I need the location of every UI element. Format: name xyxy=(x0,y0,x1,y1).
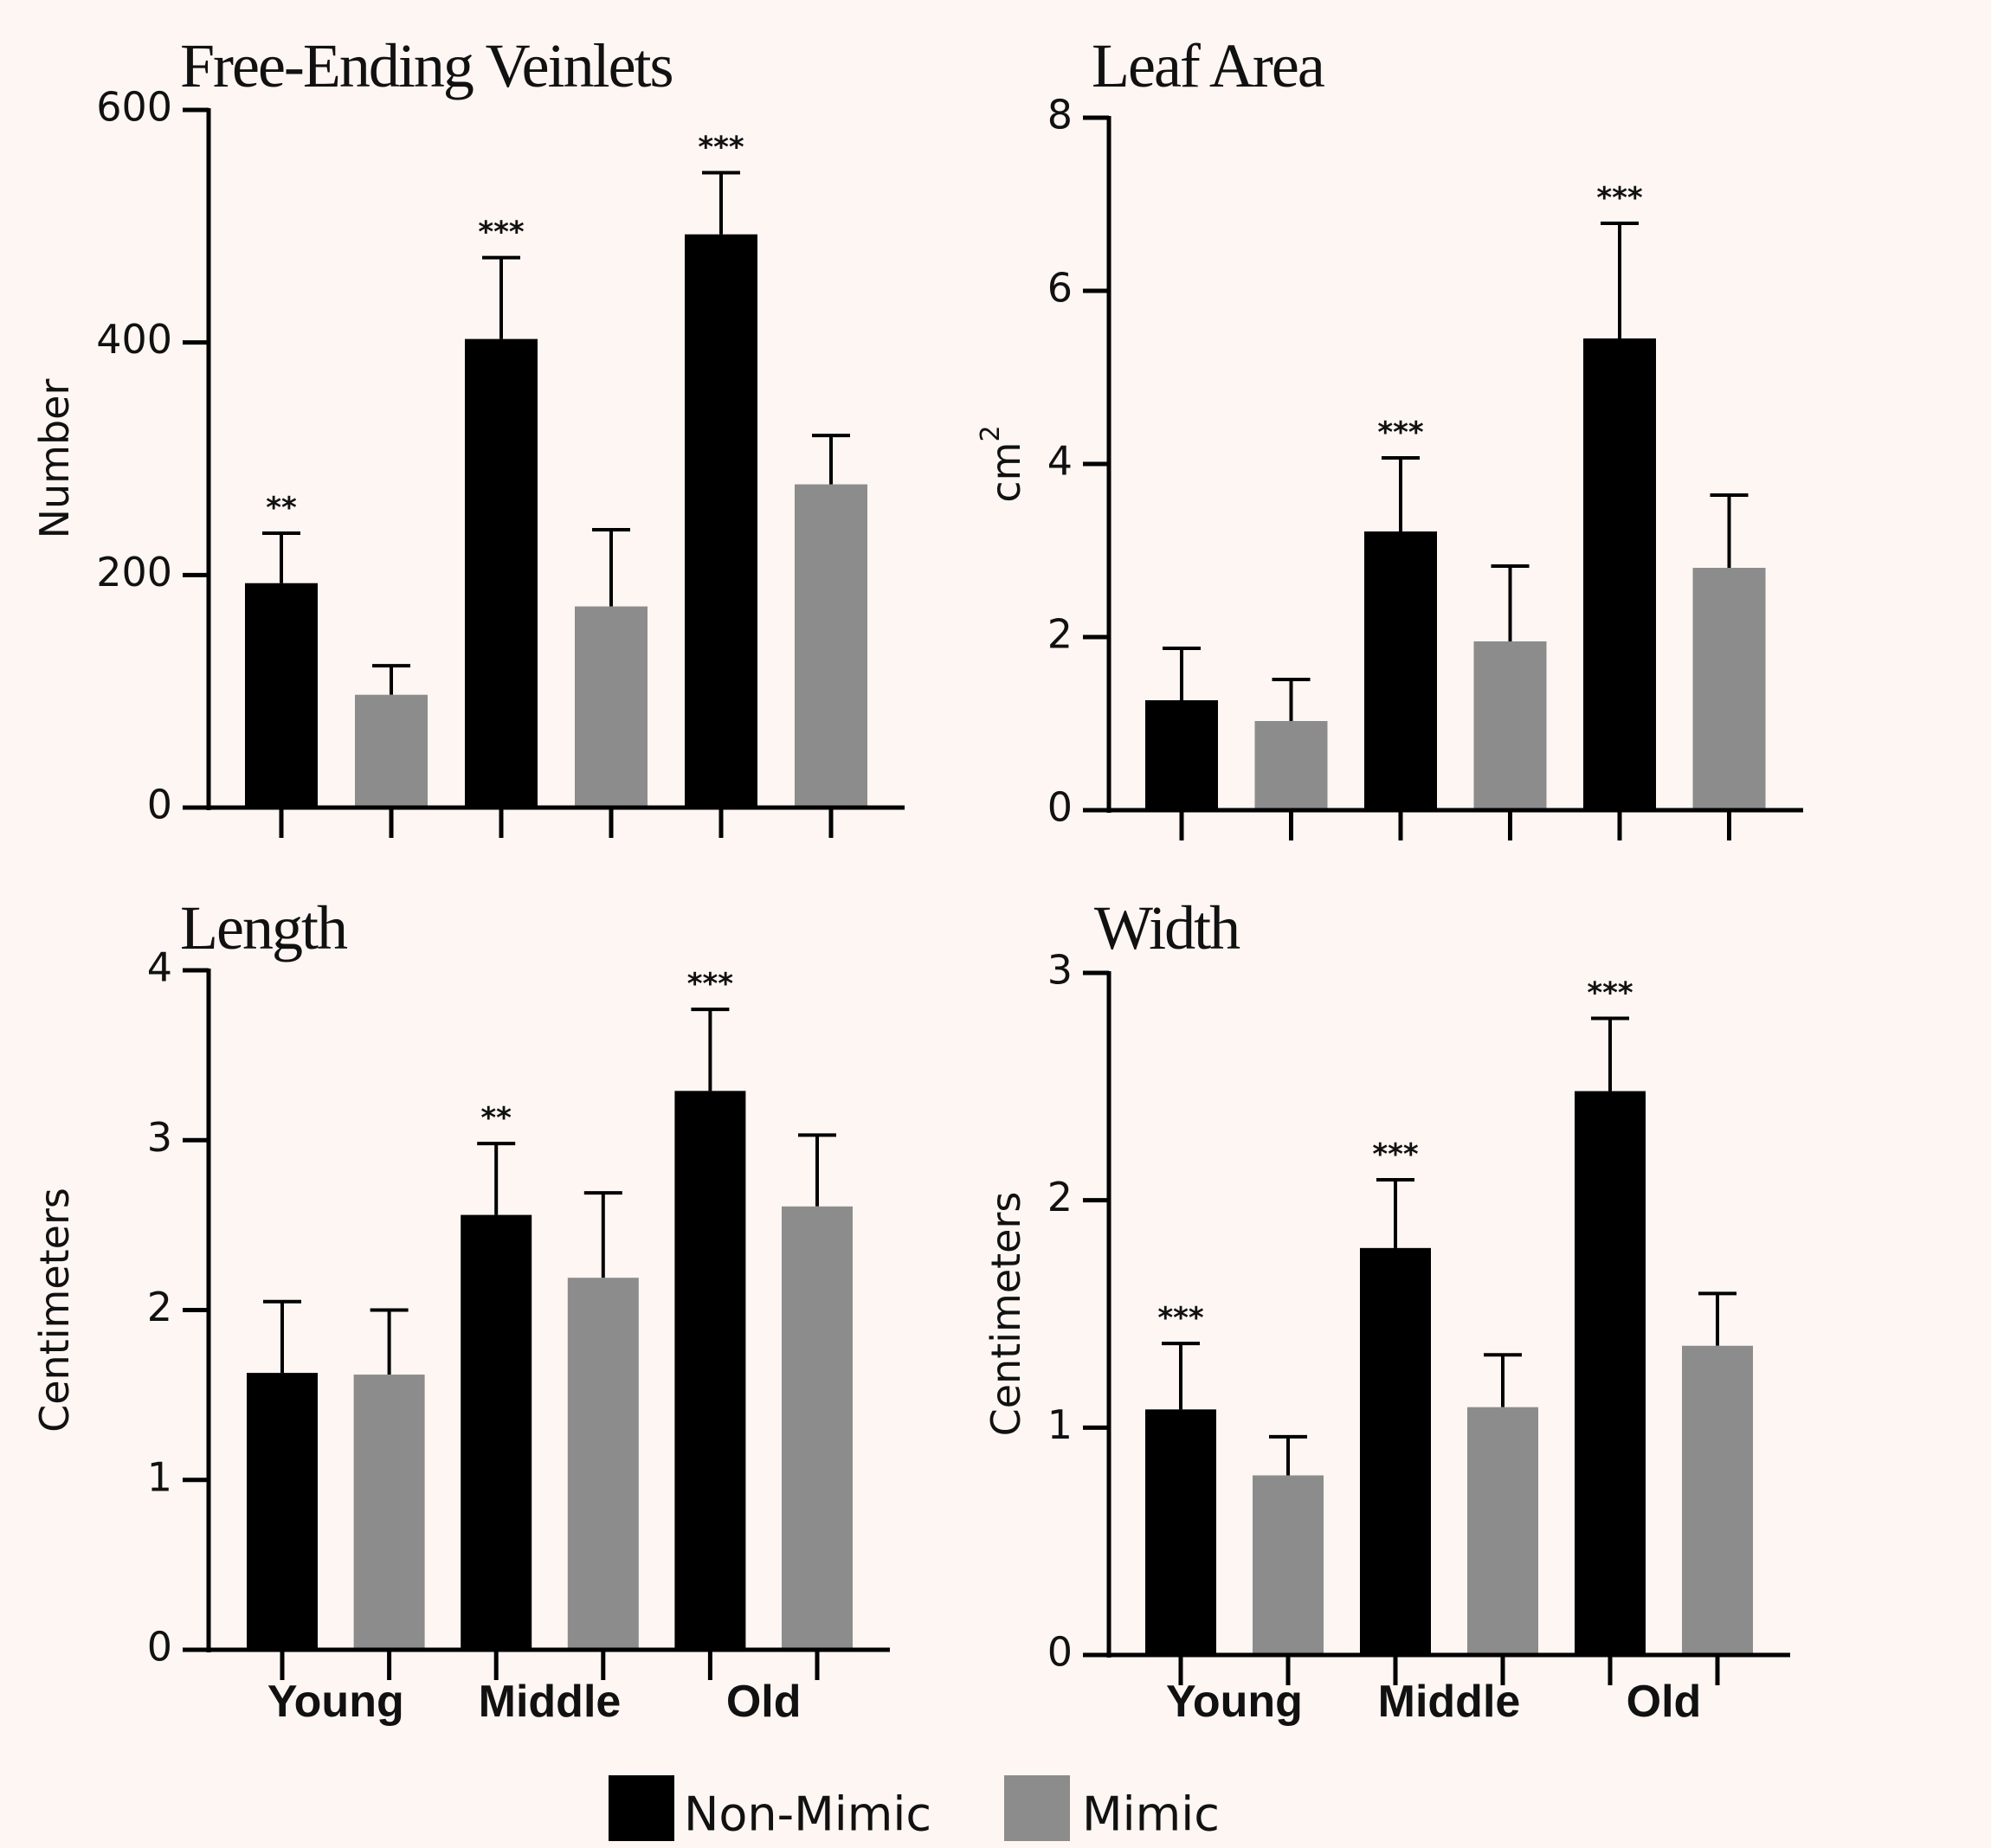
y-tick-label: 2 xyxy=(1047,1174,1073,1220)
bar-old-mimic xyxy=(1682,1345,1753,1653)
y-tick-label: 1 xyxy=(1047,1401,1073,1448)
bar-old-non-mimic xyxy=(685,234,757,806)
y-tick-label: 0 xyxy=(147,782,172,828)
bar-old-mimic xyxy=(795,484,867,806)
category-label-young: Young xyxy=(1166,1677,1303,1727)
y-tick-label: 600 xyxy=(96,84,172,131)
category-label-middle: Middle xyxy=(479,1677,622,1727)
y-tick-label: 4 xyxy=(1047,438,1073,485)
chart-panel-length: Length Centimeters 0 1 2 3 4 Young ** Middle *** Ol… xyxy=(31,893,890,1727)
category-label-old: Old xyxy=(726,1677,802,1727)
chart-title: Leaf Area xyxy=(1092,31,1324,100)
significance-label-middle-non-mimic: *** xyxy=(1377,415,1424,450)
bar-middle-non-mimic xyxy=(465,338,538,806)
y-axis-label-text: Number xyxy=(31,379,78,539)
significance-label-old-non-mimic: *** xyxy=(1587,976,1633,1011)
y-axis-label-text: Centimeters xyxy=(31,1188,78,1433)
y-tick-label: 400 xyxy=(96,316,172,363)
bar-old-mimic xyxy=(1692,568,1766,808)
category-label-young: Young xyxy=(267,1677,404,1727)
significance-label-old-non-mimic: *** xyxy=(1596,181,1643,216)
y-tick-label: 200 xyxy=(96,549,172,596)
chart-title: Length xyxy=(180,893,348,963)
significance-label-young-non-mimic: ** xyxy=(266,491,297,525)
y-axis-label: Centimeters xyxy=(983,1192,1029,1437)
y-tick-label: 3 xyxy=(1047,947,1073,994)
y-tick-label: 4 xyxy=(147,944,172,991)
bar-middle-non-mimic xyxy=(1360,1247,1431,1653)
y-axis-label-text: cm xyxy=(983,441,1029,502)
significance-label-old-non-mimic: *** xyxy=(698,131,744,165)
bar-middle-non-mimic xyxy=(1364,531,1437,808)
y-axis-label-superscript: 2 xyxy=(976,425,1006,441)
y-tick-label: 2 xyxy=(1047,611,1073,658)
chart-panels: Free-Ending VeinletsNumber0200400600****… xyxy=(31,31,1803,1727)
legend-swatch-non-mimic xyxy=(609,1775,674,1841)
legend-swatch-mimic xyxy=(1004,1775,1070,1841)
chart-panel-free-ending-veinlets: Free-Ending VeinletsNumber0200400600****… xyxy=(31,31,905,838)
bar-young-non-mimic xyxy=(245,583,318,806)
significance-label-old-non-mimic: *** xyxy=(687,967,734,1001)
y-tick-label: 0 xyxy=(1047,1629,1073,1676)
bar-old-non-mimic xyxy=(1583,338,1656,808)
bar-middle-non-mimic xyxy=(461,1214,532,1648)
bar-old-mimic xyxy=(782,1206,853,1648)
y-axis-label: Centimeters xyxy=(31,1188,78,1433)
bar-young-mimic xyxy=(355,694,428,806)
significance-label-middle-non-mimic: ** xyxy=(480,1101,512,1136)
legend: Non-Mimic Mimic xyxy=(609,1775,1220,1842)
bar-young-mimic xyxy=(353,1375,425,1648)
y-axis-label: cm2 xyxy=(976,425,1029,502)
y-tick-label: 0 xyxy=(1047,784,1073,831)
legend-label-mimic: Mimic xyxy=(1082,1787,1220,1842)
category-label-old: Old xyxy=(1627,1677,1702,1727)
significance-label-middle-non-mimic: *** xyxy=(1372,1137,1419,1172)
bar-middle-mimic xyxy=(575,606,648,806)
bar-middle-mimic xyxy=(1473,641,1547,808)
chart-panel-width: Width Centimeters 0 1 2 3 *** Young *** Middle ***… xyxy=(983,893,1790,1727)
y-tick-label: 6 xyxy=(1047,265,1073,312)
y-axis-label: Number xyxy=(31,379,78,539)
chart-title: Free-Ending Veinlets xyxy=(180,31,673,100)
bar-middle-mimic xyxy=(1467,1407,1538,1653)
bar-old-non-mimic xyxy=(674,1091,746,1648)
chart-title: Width xyxy=(1094,893,1240,963)
y-tick-label: 3 xyxy=(147,1114,172,1161)
y-tick-label: 0 xyxy=(147,1624,172,1671)
y-tick-label: 2 xyxy=(147,1284,172,1330)
y-axis-label-text: Centimeters xyxy=(983,1192,1029,1437)
y-tick-label: 1 xyxy=(147,1453,172,1500)
significance-label-young-non-mimic: *** xyxy=(1157,1301,1204,1336)
bar-young-non-mimic xyxy=(1145,1409,1216,1653)
bar-young-non-mimic xyxy=(247,1373,318,1648)
bar-young-mimic xyxy=(1253,1475,1324,1653)
bar-old-non-mimic xyxy=(1575,1091,1646,1653)
significance-label-middle-non-mimic: *** xyxy=(478,216,525,250)
bar-young-mimic xyxy=(1254,721,1328,808)
category-label-middle: Middle xyxy=(1378,1677,1521,1727)
bar-middle-mimic xyxy=(567,1278,639,1648)
legend-label-non-mimic: Non-Mimic xyxy=(684,1787,931,1842)
y-tick-label: 8 xyxy=(1047,92,1073,138)
bar-young-non-mimic xyxy=(1145,700,1218,808)
